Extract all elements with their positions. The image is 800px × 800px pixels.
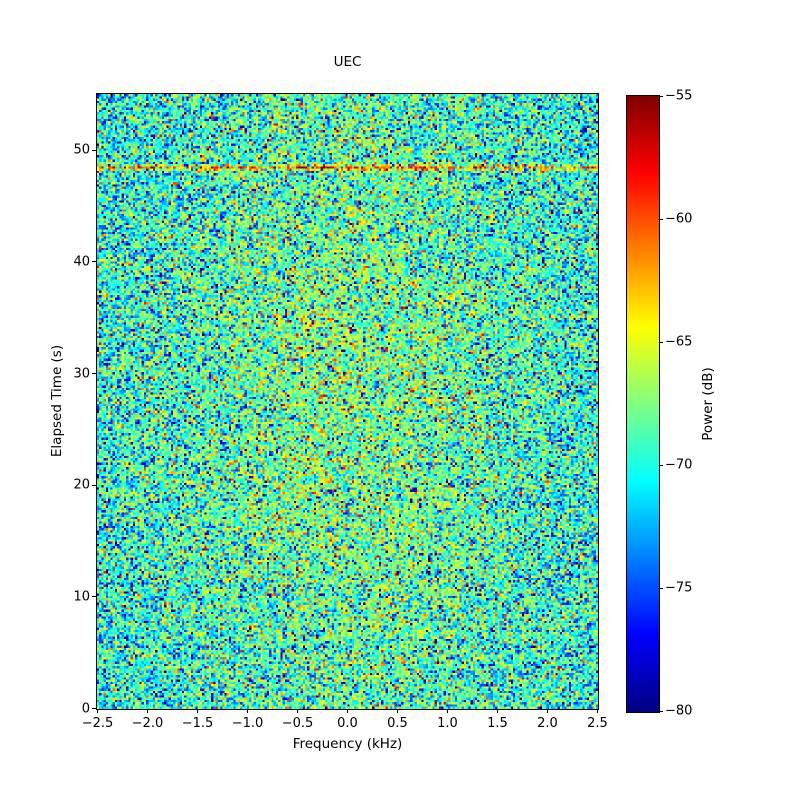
y-tick-mark: [92, 484, 96, 486]
y-tick-mark: [92, 708, 96, 709]
x-tick-label: 2.5: [587, 716, 608, 731]
colorbar-tick-mark: [659, 218, 663, 220]
y-tick-label: 30: [73, 366, 90, 382]
x-tick-mark: [497, 709, 498, 713]
x-tick-label: −2.0: [131, 716, 164, 731]
colorbar-tick-mark: [659, 341, 663, 343]
x-tick-mark: [297, 709, 298, 713]
x-tick-mark: [347, 709, 348, 713]
x-tick-label: 1.0: [437, 716, 458, 731]
x-tick-mark: [447, 709, 448, 713]
colorbar-tick-mark: [659, 710, 663, 712]
y-tick-label: 10: [73, 589, 90, 605]
y-tick-label: 50: [73, 142, 90, 158]
colorbar-tick-mark: [659, 95, 663, 97]
x-tick-mark: [147, 709, 148, 713]
x-tick-label: 2.0: [537, 716, 558, 731]
spectrogram-heatmap: [97, 94, 598, 709]
x-tick-label: −1.5: [181, 716, 214, 731]
x-tick-mark: [197, 709, 198, 713]
colorbar-tick-label: −70: [665, 457, 693, 473]
colorbar-tick-label: −55: [665, 88, 693, 104]
colorbar-gradient: [627, 96, 659, 712]
y-tick-mark: [92, 149, 96, 151]
colorbar-tick-label: −60: [665, 211, 693, 227]
plot-area: [96, 93, 599, 710]
colorbar-label: Power (dB): [700, 367, 716, 441]
colorbar-tick-mark: [659, 587, 663, 589]
x-tick-mark: [397, 709, 398, 713]
y-tick-label: 40: [73, 254, 90, 270]
y-tick-label: 0: [81, 701, 90, 716]
x-tick-mark: [547, 709, 548, 713]
x-tick-label: 0.0: [337, 716, 358, 731]
x-tick-mark: [97, 709, 98, 713]
y-axis-label: Elapsed Time (s): [49, 344, 65, 458]
y-tick-label: 20: [73, 477, 90, 493]
colorbar: [626, 95, 660, 713]
plot-title: UEC: [333, 53, 362, 70]
y-tick-mark: [92, 373, 96, 375]
colorbar-tick-mark: [659, 464, 663, 466]
x-axis-label: Frequency (kHz): [292, 736, 403, 752]
y-tick-mark: [92, 261, 96, 263]
x-tick-label: −1.0: [231, 716, 264, 731]
colorbar-tick-label: −65: [665, 334, 693, 350]
x-tick-mark: [247, 709, 248, 713]
x-tick-mark: [597, 709, 598, 713]
colorbar-tick-label: −80: [665, 703, 693, 719]
x-tick-label: 0.5: [387, 716, 408, 731]
x-tick-label: −2.5: [81, 716, 114, 731]
y-tick-mark: [92, 596, 96, 598]
colorbar-tick-label: −75: [665, 580, 693, 596]
x-tick-label: −0.5: [281, 716, 314, 731]
x-tick-label: 1.5: [487, 716, 508, 731]
